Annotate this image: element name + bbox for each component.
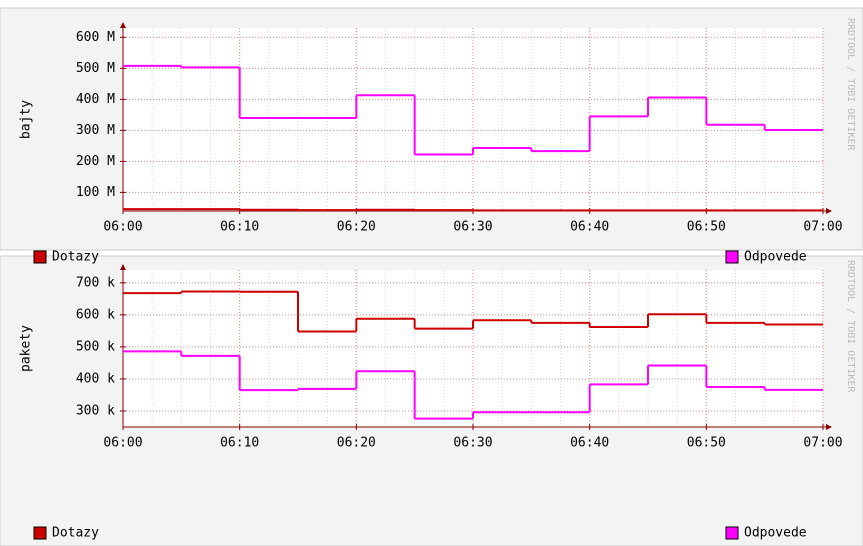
watermark: RRDTOOL / TOBI OETIKER: [845, 18, 856, 151]
x-tick-label: 06:20: [337, 220, 376, 235]
legend-label: Dotazy: [52, 526, 99, 541]
x-tick-label: 06:10: [220, 220, 259, 235]
legend-swatch: [33, 526, 47, 540]
x-tick-label: 06:40: [570, 220, 609, 235]
legend-swatch: [725, 526, 739, 540]
y-tick-label: 300 k: [76, 403, 115, 418]
x-tick-label: 06:50: [687, 220, 726, 235]
y-tick-label: 400 M: [76, 92, 115, 107]
y-axis-label: bajty: [19, 100, 34, 139]
x-tick-label: 06:10: [220, 436, 259, 451]
legend-label: Odpovede: [744, 250, 807, 265]
x-tick-label: 07:00: [803, 436, 842, 451]
y-tick-label: 100 M: [76, 185, 115, 200]
y-tick-label: 600 M: [76, 30, 115, 45]
y-tick-label: 300 M: [76, 123, 115, 138]
x-tick-label: 06:50: [687, 436, 726, 451]
x-axis-arrow: [826, 208, 832, 214]
y-axis-label: pakety: [19, 325, 34, 372]
legend-swatch: [33, 250, 47, 264]
x-tick-label: 06:20: [337, 436, 376, 451]
watermark: RRDTOOL / TOBI OETIKER: [845, 260, 856, 393]
y-tick-label: 200 M: [76, 154, 115, 169]
x-axis-arrow: [826, 424, 832, 430]
x-tick-label: 06:00: [103, 220, 142, 235]
y-axis-arrow: [120, 22, 126, 28]
y-axis-arrow: [120, 264, 126, 270]
y-tick-label: 600 k: [76, 307, 115, 322]
x-tick-label: 06:40: [570, 436, 609, 451]
legend-label: Dotazy: [52, 250, 99, 265]
y-tick-label: 400 k: [76, 371, 115, 386]
y-tick-label: 700 k: [76, 275, 115, 290]
legend-label: Odpovede: [744, 526, 807, 541]
x-tick-label: 06:30: [453, 436, 492, 451]
x-tick-label: 06:30: [453, 220, 492, 235]
legend-swatch: [725, 250, 739, 264]
x-tick-label: 06:00: [103, 436, 142, 451]
y-tick-label: 500 M: [76, 61, 115, 76]
x-tick-label: 07:00: [803, 220, 842, 235]
y-tick-label: 500 k: [76, 339, 115, 354]
